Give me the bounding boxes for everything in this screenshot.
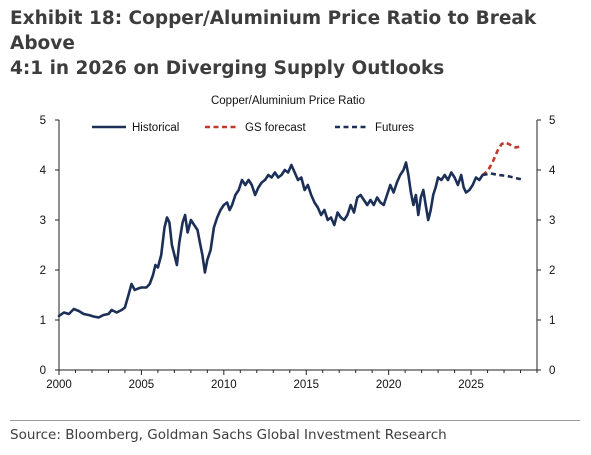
legend-label-futures: Futures — [375, 122, 414, 134]
exhibit-title-line-2: 4:1 in 2026 on Diverging Supply Outlooks — [10, 58, 445, 79]
series-group — [57, 141, 525, 319]
chart-title: Copper/Aluminium Price Ratio — [211, 95, 365, 107]
x-axis-ticks: 2000 2005 2010 2015 2020 2025 — [46, 370, 538, 391]
x-tick-label: 2010 — [211, 379, 237, 391]
y-tick-label-right: 0 — [549, 365, 555, 377]
y-tick-label-left: 3 — [40, 215, 46, 227]
source-divider — [10, 420, 580, 421]
x-tick-label: 2020 — [376, 379, 402, 391]
y-tick-label-right: 3 — [549, 215, 555, 227]
y-tick-label-left: 2 — [40, 265, 46, 277]
exhibit-title-line-1: Exhibit 18: Copper/Aluminium Price Ratio… — [10, 8, 537, 54]
exhibit-title: Exhibit 18: Copper/Aluminium Price Ratio… — [10, 6, 585, 81]
y-axis-ticks: 0 0 1 1 2 2 3 3 4 4 5 5 — [40, 115, 556, 377]
chart-container: Copper/Aluminium Price Ratio Historical G… — [0, 85, 591, 395]
series-line-gs-forecast — [481, 141, 521, 177]
x-tick-label: 2015 — [293, 379, 319, 391]
legend-label-historical: Historical — [132, 122, 179, 134]
y-tick-label-left: 0 — [40, 365, 46, 377]
y-tick-label-left: 1 — [40, 315, 46, 327]
y-tick-label-right: 2 — [549, 265, 555, 277]
x-tick-label: 2025 — [458, 379, 484, 391]
series-line-historical — [57, 161, 484, 319]
x-tick-label: 2000 — [46, 379, 72, 391]
series-line-futures — [482, 172, 525, 182]
y-tick-label-left: 4 — [40, 165, 47, 177]
source-note: Source: Bloomberg, Goldman Sachs Global … — [10, 427, 447, 443]
y-tick-label-right: 5 — [549, 115, 555, 127]
legend: Historical GS forecast Futures — [92, 122, 414, 134]
y-tick-label-right: 4 — [549, 165, 556, 177]
y-tick-label-right: 1 — [549, 315, 555, 327]
legend-label-gs-forecast: GS forecast — [245, 122, 307, 134]
ratio-line-chart: Copper/Aluminium Price Ratio Historical G… — [40, 95, 556, 391]
x-tick-label: 2005 — [129, 379, 155, 391]
y-tick-label-left: 5 — [40, 115, 46, 127]
